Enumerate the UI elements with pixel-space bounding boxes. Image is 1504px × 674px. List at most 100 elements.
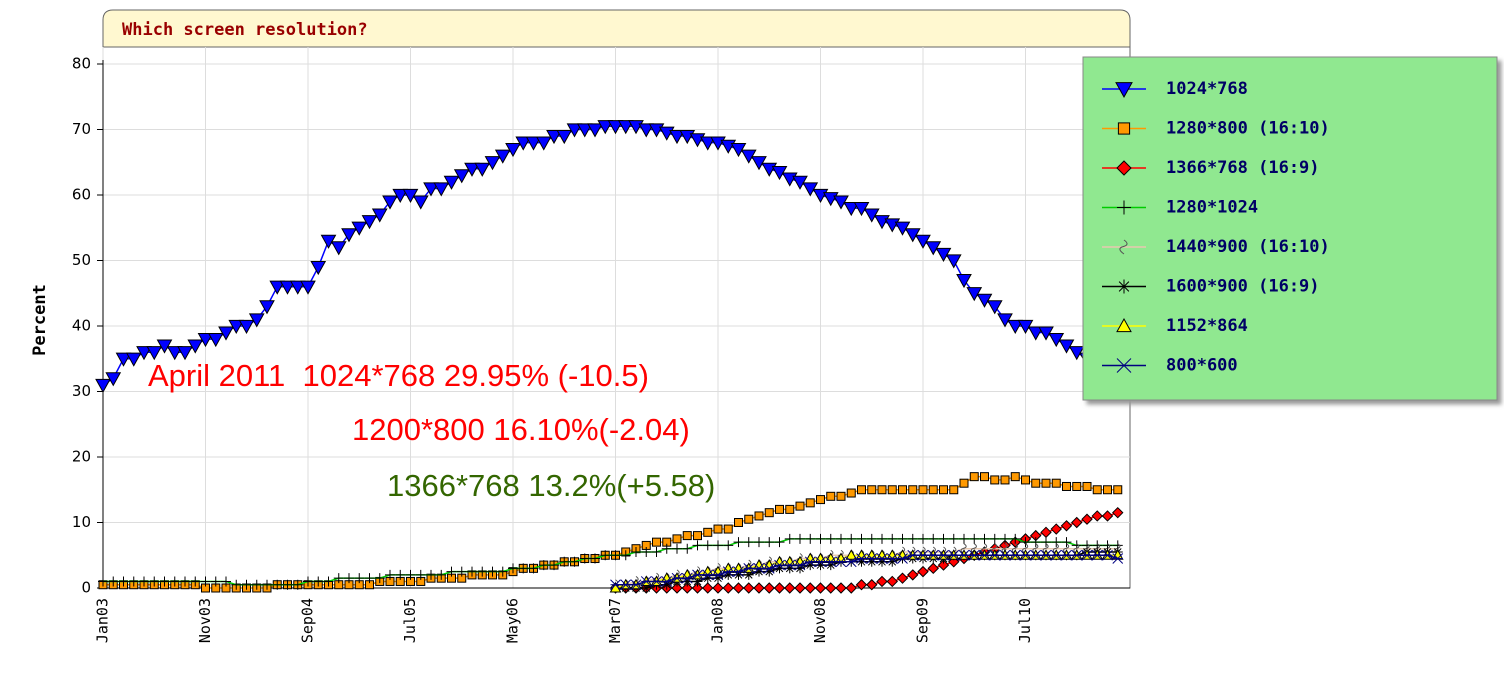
y-axis-label: Percent: [30, 284, 50, 356]
marker: [262, 579, 272, 590]
x-tick-label: Sep04: [299, 598, 317, 643]
marker: [456, 566, 467, 577]
marker: [1081, 549, 1093, 561]
marker: [896, 572, 909, 584]
marker: [805, 560, 816, 571]
marker: [238, 319, 255, 335]
marker: [682, 543, 693, 554]
marker: [453, 169, 470, 184]
marker: [1000, 533, 1010, 544]
marker: [228, 319, 245, 335]
marker: [989, 549, 1001, 561]
series-line: [103, 538, 1118, 586]
marker: [412, 195, 429, 210]
marker: [937, 559, 950, 571]
marker: [341, 228, 357, 243]
marker: [1102, 549, 1113, 561]
marker: [385, 569, 395, 580]
marker: [703, 527, 713, 537]
marker: [1091, 549, 1103, 561]
marker: [866, 579, 878, 591]
marker: [712, 569, 724, 581]
marker: [732, 582, 745, 594]
marker: [877, 485, 887, 495]
marker: [610, 579, 621, 591]
marker: [1000, 475, 1010, 485]
marker: [1027, 326, 1044, 341]
marker: [354, 573, 365, 584]
marker: [600, 550, 611, 561]
marker: [508, 563, 518, 574]
marker: [784, 533, 795, 544]
marker: [815, 533, 826, 544]
marker: [177, 346, 193, 361]
marker: [804, 556, 816, 568]
marker: [392, 188, 409, 204]
marker: [956, 274, 972, 289]
marker: [702, 540, 713, 551]
marker: [794, 582, 806, 594]
marker: [733, 566, 744, 577]
marker: [218, 326, 234, 341]
marker: [1030, 549, 1042, 561]
marker: [682, 531, 692, 541]
marker: [898, 485, 907, 495]
y-tick-label: 40: [72, 317, 91, 335]
marker: [886, 575, 898, 588]
marker: [1041, 537, 1051, 548]
marker: [1031, 478, 1041, 488]
marker: [166, 346, 183, 361]
marker: [303, 576, 313, 587]
marker: [856, 533, 867, 544]
marker: [795, 563, 805, 574]
marker: [149, 576, 160, 587]
marker: [535, 136, 552, 151]
marker: [835, 556, 847, 568]
marker: [210, 576, 221, 587]
marker: [549, 560, 559, 571]
marker: [1052, 543, 1059, 555]
marker: [866, 533, 877, 544]
marker: [1051, 537, 1062, 548]
marker: [980, 472, 989, 482]
y-tick-label: 80: [72, 55, 91, 73]
marker: [1007, 319, 1024, 335]
marker: [825, 560, 836, 571]
marker: [959, 533, 969, 544]
marker: [576, 123, 593, 138]
marker: [876, 553, 888, 564]
marker: [986, 300, 1003, 315]
marker: [825, 582, 837, 594]
marker: [692, 569, 703, 581]
marker: [1011, 543, 1018, 555]
marker: [200, 576, 211, 587]
marker: [1072, 481, 1082, 491]
marker: [855, 579, 868, 591]
marker: [1041, 478, 1051, 488]
marker: [1062, 481, 1071, 491]
marker: [190, 576, 201, 587]
marker: [300, 280, 316, 295]
marker: [638, 123, 655, 138]
marker: [723, 569, 734, 580]
marker: [1071, 516, 1083, 529]
marker: [423, 182, 439, 197]
marker: [764, 566, 775, 577]
x-tick-label: Nov03: [196, 598, 214, 643]
marker: [794, 559, 806, 571]
marker: [651, 576, 662, 587]
marker: [661, 579, 672, 590]
marker: [597, 120, 614, 135]
marker: [241, 579, 252, 590]
marker: [989, 533, 1000, 544]
marker: [344, 573, 354, 584]
marker: [1073, 543, 1080, 555]
marker: [692, 576, 703, 587]
marker: [382, 195, 398, 210]
marker: [734, 518, 743, 527]
marker: [927, 562, 939, 575]
marker: [1112, 506, 1124, 519]
marker: [999, 549, 1011, 561]
marker: [763, 562, 775, 574]
marker: [702, 582, 714, 594]
